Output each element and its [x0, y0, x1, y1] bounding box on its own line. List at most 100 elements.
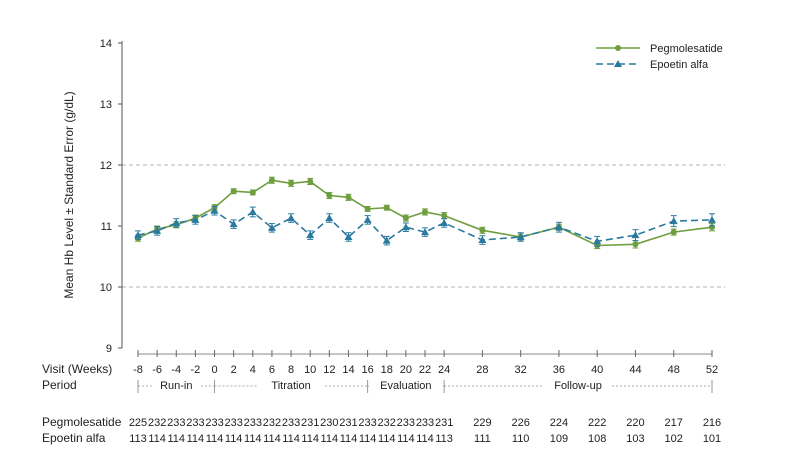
data-point	[422, 208, 428, 215]
data-point	[287, 214, 296, 222]
data-point	[268, 177, 275, 184]
n-value: 233	[244, 417, 262, 429]
data-point	[632, 241, 639, 248]
y-tick-label: 12	[100, 160, 112, 172]
visit-row-label: Visit (Weeks)	[42, 362, 112, 376]
data-point	[248, 207, 257, 215]
n-value: 109	[550, 433, 568, 445]
n-row-label: Pegmolesatide	[42, 415, 122, 429]
n-value: 233	[358, 417, 376, 429]
n-value: 217	[665, 417, 683, 429]
data-point	[172, 218, 181, 226]
y-tick-label: 11	[101, 221, 112, 233]
legend: Pegmolesatide Epoetin alfa	[596, 43, 723, 71]
n-value: 226	[511, 417, 529, 429]
data-point	[249, 189, 256, 196]
x-axis: Visit (Weeks) -8 -6 -4 -2 0 2 4 6 8 10 12 14 16 18 20 22…	[42, 350, 718, 376]
data-point	[441, 212, 448, 219]
period-label: Titration	[271, 380, 310, 392]
n-value: 114	[244, 433, 262, 445]
x-tick-label: 18	[381, 364, 393, 376]
n-value: 230	[320, 417, 338, 429]
n-at-risk-table: Pegmolesatide 225 232 233 233 233 233 233 232 233…	[42, 415, 721, 445]
x-tick-label: 22	[419, 364, 431, 376]
n-value: 114	[301, 433, 319, 445]
n-value: 114	[225, 433, 243, 445]
x-tick-label: -4	[171, 364, 181, 376]
data-point	[363, 215, 372, 223]
n-value: 220	[626, 417, 644, 429]
data-point	[478, 236, 487, 244]
data-point	[230, 188, 237, 195]
period-row: Period Run-in Titration Evaluation Follow-up	[42, 378, 713, 393]
period-row-label: Period	[42, 378, 77, 392]
data-point	[344, 232, 353, 240]
legend-label: Pegmolesatide	[650, 43, 723, 55]
x-tick-label: 44	[629, 364, 641, 376]
n-value: 114	[416, 433, 434, 445]
x-tick-label: 36	[553, 364, 565, 376]
x-tick-label: 6	[269, 364, 275, 376]
x-tick-label: 40	[591, 364, 603, 376]
n-value: 114	[206, 433, 224, 445]
x-tick-label: -6	[152, 364, 162, 376]
data-point	[364, 205, 371, 212]
data-point	[402, 215, 409, 222]
data-point	[326, 192, 333, 199]
x-tick-label: 48	[668, 364, 680, 376]
n-value: 225	[129, 417, 147, 429]
series-2	[134, 205, 716, 247]
n-value: 233	[416, 417, 434, 429]
data-point	[383, 204, 390, 211]
n-value: 111	[474, 433, 491, 445]
legend-marker	[615, 45, 621, 51]
data-point	[401, 223, 410, 231]
data-point	[382, 236, 391, 244]
n-value: 114	[378, 433, 396, 445]
y-axis: 9 10 11 12 13 14	[100, 38, 123, 355]
legend-marker	[614, 60, 622, 67]
n-value: 232	[378, 417, 396, 429]
data-point	[210, 206, 219, 214]
n-value: 233	[224, 417, 242, 429]
n-value: 114	[148, 433, 166, 445]
n-value: 113	[129, 433, 147, 445]
x-tick-label: 20	[400, 364, 412, 376]
data-point	[325, 214, 334, 222]
data-point	[421, 228, 429, 236]
data-point	[516, 232, 525, 240]
n-value: 216	[703, 417, 721, 429]
data-point	[191, 215, 200, 223]
x-tick-label: 28	[476, 364, 488, 376]
data-point	[708, 215, 716, 223]
y-tick-label: 10	[100, 282, 112, 294]
n-value: 114	[321, 433, 339, 445]
x-tick-label: 24	[438, 364, 450, 376]
n-value: 110	[512, 433, 530, 445]
x-tick-label: 32	[515, 364, 527, 376]
y-tick-label: 13	[100, 99, 112, 111]
data-point	[153, 226, 162, 234]
n-value: 114	[359, 433, 377, 445]
n-value: 233	[282, 417, 300, 429]
x-tick-label: -8	[133, 364, 143, 376]
period-label: Run-in	[160, 380, 192, 392]
n-value: 114	[263, 433, 281, 445]
x-tick-label: 12	[323, 364, 335, 376]
n-value: 231	[301, 417, 319, 429]
series-layer	[134, 176, 716, 250]
x-tick-label: 8	[288, 364, 294, 376]
n-value: 222	[588, 417, 606, 429]
x-tick-label: 52	[706, 364, 718, 376]
n-value: 102	[665, 433, 683, 445]
y-tick-label: 9	[106, 343, 112, 355]
legend-item-1: Pegmolesatide	[596, 43, 723, 55]
n-value: 233	[397, 417, 415, 429]
y-axis-label: Mean Hb Level ± Standard Error (g/dL)	[62, 91, 76, 298]
x-tick-label: 4	[250, 364, 256, 376]
x-tick-label: 16	[361, 364, 373, 376]
data-point	[306, 231, 315, 239]
n-value: 233	[167, 417, 185, 429]
data-point	[670, 229, 677, 236]
